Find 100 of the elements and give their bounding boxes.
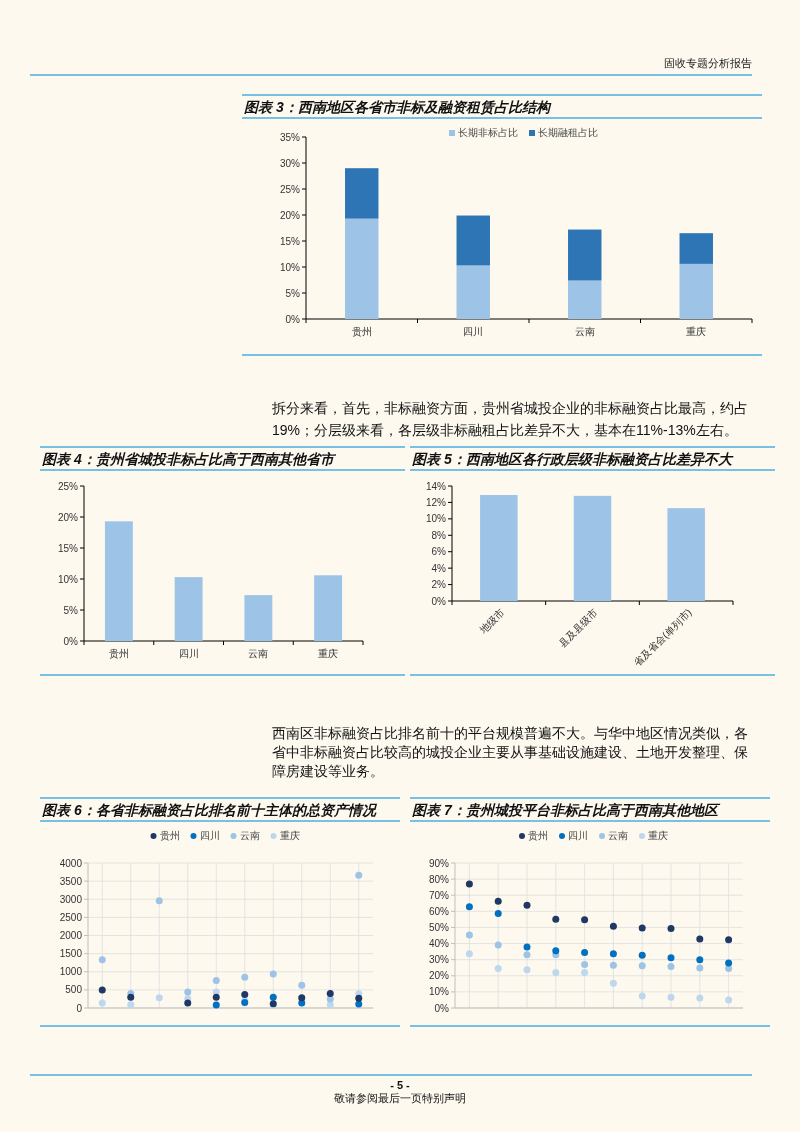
- point: [638, 951, 646, 959]
- point: [98, 999, 106, 1007]
- y-tick-label: 40%: [428, 938, 450, 950]
- x-tick-label: 重庆: [686, 326, 707, 337]
- y-tick-label: 35%: [279, 131, 301, 143]
- y-tick-label: 30%: [279, 157, 301, 169]
- point: [184, 988, 192, 996]
- y-tick-label: 0%: [63, 635, 79, 647]
- point: [552, 947, 560, 955]
- bar: [679, 233, 713, 264]
- point: [609, 979, 617, 987]
- bar: [104, 521, 133, 641]
- y-tick-label: 50%: [428, 921, 450, 933]
- point: [696, 994, 704, 1002]
- y-tick-label: 15%: [279, 235, 301, 247]
- x-tick-label: 四川: [463, 326, 484, 337]
- point: [241, 991, 249, 999]
- chart-title: 图表 7：贵州城投平台非标占比高于西南其他地区: [412, 802, 721, 818]
- point: [523, 901, 531, 909]
- legend-label: 贵州: [159, 830, 180, 841]
- point: [523, 966, 531, 974]
- x-tick-label: 云南: [574, 326, 595, 337]
- point: [355, 871, 363, 879]
- y-tick-label: 10%: [425, 513, 447, 525]
- point: [523, 951, 531, 959]
- point: [269, 970, 277, 978]
- bar: [568, 229, 602, 281]
- y-tick-label: 0%: [434, 1002, 450, 1014]
- point: [725, 959, 733, 967]
- y-tick-label: 30%: [428, 954, 450, 966]
- legend-label: 四川: [199, 830, 220, 841]
- bar: [568, 280, 602, 319]
- chart-title: 图表 6：各省非标融资占比排名前十主体的总资产情况: [42, 802, 378, 818]
- point: [667, 925, 675, 933]
- point: [465, 950, 473, 958]
- bar: [456, 215, 490, 266]
- point: [127, 1001, 135, 1009]
- text: - 5 -: [390, 1079, 411, 1091]
- y-tick-label: 1000: [59, 966, 83, 978]
- point: [465, 931, 473, 939]
- y-tick-label: 20%: [57, 511, 79, 523]
- chart-title: 图表 3：西南地区各省市非标及融资租赁占比结构: [244, 99, 552, 115]
- y-tick-label: 10%: [57, 573, 79, 585]
- point: [98, 986, 106, 994]
- point: [212, 976, 220, 984]
- point: [355, 1000, 363, 1008]
- chart-title: 图表 5：西南地区各行政层级非标融资占比差异不大: [412, 451, 734, 467]
- legend-label: 重庆: [648, 830, 668, 841]
- bar: [456, 265, 490, 319]
- point: [212, 993, 220, 1001]
- x-tick-label: 县及县级市: [556, 606, 600, 650]
- x-tick-label: 云南: [248, 648, 269, 659]
- point: [552, 915, 560, 923]
- legend-label: 长期非标占比: [458, 127, 518, 138]
- point: [725, 936, 733, 944]
- bar: [679, 263, 713, 319]
- y-tick-label: 500: [65, 984, 83, 996]
- point: [638, 962, 646, 970]
- y-tick-label: 25%: [279, 183, 301, 195]
- point: [696, 935, 704, 943]
- point: [609, 922, 617, 930]
- y-tick-label: 90%: [428, 857, 450, 869]
- bar: [345, 218, 379, 319]
- point: [155, 994, 163, 1002]
- point: [494, 965, 502, 973]
- text: 西南区非标融资占比排名前十的平台规模普遍不大。与华中地区情况类似，各省中非标融资占比较高的城投企业主要从事基础设施建设、土地开发整理、保障房建设等业务。: [272, 725, 748, 779]
- text: 固收专题分析报告: [664, 57, 752, 69]
- y-tick-label: 2000: [59, 930, 83, 941]
- legend-label: 云南: [608, 830, 628, 841]
- bar: [345, 168, 379, 219]
- point: [581, 916, 589, 924]
- bar: [314, 575, 343, 641]
- point: [298, 981, 306, 989]
- text: 拆分来看，首先，非标融资方面，贵州省城投企业的非标融资占比最高，约占19%；分层级来看，各层级非标融租占比差异不大，基本在11%-13%左右。: [271, 400, 748, 438]
- point: [494, 941, 502, 949]
- point: [494, 910, 502, 918]
- point: [326, 990, 334, 997]
- y-tick-label: 6%: [431, 546, 447, 558]
- point: [638, 924, 646, 932]
- y-tick-label: 80%: [428, 873, 450, 885]
- y-tick-label: 10%: [428, 986, 450, 998]
- point: [696, 956, 704, 964]
- chart-title: 图表 4：贵州省城投非标占比高于西南其他省市: [42, 451, 337, 467]
- point: [667, 993, 675, 1001]
- y-tick-label: 1500: [59, 948, 83, 960]
- y-tick-label: 60%: [428, 905, 450, 917]
- point: [465, 903, 473, 911]
- point: [465, 880, 473, 888]
- point: [609, 950, 617, 958]
- y-tick-label: 2%: [431, 579, 447, 591]
- x-tick-label: 地级市: [476, 606, 507, 637]
- bar: [667, 508, 705, 601]
- legend-label: 四川: [568, 830, 588, 841]
- legend-label: 贵州: [528, 830, 548, 841]
- x-tick-label: 重庆: [318, 648, 339, 659]
- text: 敬请参阅最后一页特别声明: [334, 1092, 466, 1104]
- y-tick-label: 3000: [59, 893, 83, 905]
- point: [725, 996, 733, 1004]
- y-tick-label: 5%: [285, 287, 301, 299]
- point: [581, 969, 589, 977]
